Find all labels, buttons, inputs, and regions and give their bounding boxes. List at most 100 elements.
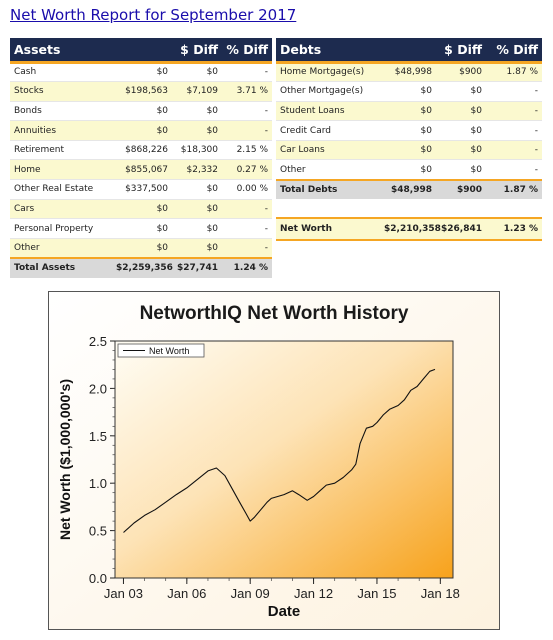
- net-worth-row: Net Worth $2,210,358 $26,841 1.23 %: [276, 217, 542, 242]
- assets-row-value: $0: [112, 199, 173, 220]
- debts-table-row: Other Mortgage(s) $0 $0-: [276, 81, 542, 102]
- debts-row-diff: $900: [436, 62, 486, 83]
- assets-row-diff: $18,300: [172, 140, 223, 161]
- assets-row-name: Home: [10, 159, 112, 181]
- y-tick-label: 2.5: [89, 334, 107, 349]
- assets-table-row: Personal Property $0 $0-: [10, 218, 273, 239]
- debts-table: Debts $ Diff % Diff Home Mortgage(s) $48,…: [276, 38, 542, 242]
- assets-row-value: $0: [112, 218, 173, 239]
- report-title[interactable]: Net Worth Report for September 2017: [10, 6, 297, 24]
- assets-row-diff: $0: [172, 179, 223, 200]
- assets-row-pct: 2.15 %: [222, 140, 273, 161]
- assets-row-diff: $0: [172, 199, 223, 220]
- debts-row-pct: 1.87 %: [486, 62, 542, 83]
- assets-row-value: $2,259,356: [112, 256, 173, 278]
- debts-table-row: Other $0 $0-: [276, 159, 542, 181]
- assets-row-name: Other: [10, 238, 112, 259]
- x-tick-label: Jan 06: [167, 586, 206, 601]
- y-tick-label: 1.5: [89, 429, 107, 444]
- y-axis-label: Net Worth ($1,000,000's): [57, 379, 73, 540]
- assets-header: Assets: [10, 38, 173, 64]
- assets-row-diff: $0: [172, 238, 223, 259]
- assets-row-diff: $2,332: [172, 159, 223, 181]
- assets-row-pct: 0.27 %: [222, 159, 273, 181]
- debts-row-name: Other: [276, 159, 380, 181]
- debts-row-value: $0: [380, 120, 436, 141]
- assets-row-pct: -: [222, 238, 273, 259]
- axes: 0.0 0.5 1.0 1.5 2.0 2.5 Jan 03 Jan 06 Jan 09 Jan …: [89, 334, 460, 601]
- assets-row-pct: -: [222, 101, 273, 122]
- assets-row-value: $337,500: [112, 179, 173, 200]
- assets-row-value: $198,563: [112, 81, 173, 102]
- chart-svg: NetworthIQ Net Worth History 0.0 0.5 1.0 1.…: [48, 291, 500, 630]
- assets-pct-header: % Diff: [222, 38, 273, 64]
- net-worth-history-chart: NetworthIQ Net Worth History 0.0 0.5 1.0 1.…: [48, 291, 500, 630]
- assets-row-value: $0: [112, 101, 173, 122]
- debts-row-name: Home Mortgage(s): [276, 62, 380, 83]
- assets-row-name: Bonds: [10, 101, 112, 122]
- y-tick-label: 0.5: [89, 524, 107, 539]
- debts-row-value: $0: [380, 159, 436, 181]
- assets-total-row: Total Assets $2,259,356 $27,741 1.24 %: [10, 256, 273, 278]
- debts-row-diff: $0: [436, 101, 486, 122]
- debts-row-pct: -: [486, 159, 542, 181]
- assets-row-value: $0: [112, 238, 173, 259]
- assets-row-pct: 3.71 %: [222, 81, 273, 102]
- series-layer: [123, 368, 436, 533]
- legend: Net Worth: [117, 343, 205, 358]
- assets-table: Assets $ Diff % Diff Cash $0 $0- Stocks $198…: [10, 38, 273, 278]
- assets-table-row: Other $0 $0-: [10, 238, 273, 259]
- net-worth-pct: 1.23 %: [486, 217, 542, 242]
- assets-row-diff: $0: [172, 218, 223, 239]
- debts-table-row: Home Mortgage(s) $48,998 $900 1.87 %: [276, 62, 542, 83]
- debts-row-pct: -: [486, 120, 542, 141]
- assets-table-row: Annuities $0 $0-: [10, 120, 273, 141]
- assets-row-name: Other Real Estate: [10, 179, 112, 200]
- assets-row-value: $868,226: [112, 140, 173, 161]
- assets-row-value: $0: [112, 120, 173, 141]
- assets-table-row: Bonds $0 $0-: [10, 101, 273, 122]
- assets-row-pct: -: [222, 218, 273, 239]
- debts-row-name: Student Loans: [276, 101, 380, 122]
- assets-row-name: Annuities: [10, 120, 112, 141]
- plot-area: [114, 340, 454, 579]
- assets-row-pct: 0.00 %: [222, 179, 273, 200]
- spacer-cell: [276, 199, 542, 219]
- assets-header-row: Assets $ Diff % Diff: [10, 38, 273, 64]
- assets-table-row: Stocks $198,563 $7,109 3.71 %: [10, 81, 273, 102]
- debts-row-diff: $0: [436, 140, 486, 161]
- debts-row-name: Total Debts: [276, 178, 380, 200]
- assets-row-name: Retirement: [10, 140, 112, 161]
- assets-row-diff: $7,109: [172, 81, 223, 102]
- assets-row-name: Cars: [10, 199, 112, 220]
- assets-row-name: Personal Property: [10, 218, 112, 239]
- debts-row-pct: -: [486, 101, 542, 122]
- y-tick-label: 0.0: [89, 571, 107, 586]
- debts-row-name: Car Loans: [276, 140, 380, 161]
- assets-table-row: Retirement $868,226 $18,300 2.15 %: [10, 140, 273, 161]
- debts-diff-header: $ Diff: [436, 38, 486, 64]
- debts-row-value: $48,998: [380, 178, 436, 200]
- assets-row-name: Total Assets: [10, 256, 112, 278]
- x-tick-label: Jan 03: [104, 586, 143, 601]
- y-tick-label: 1.0: [89, 476, 107, 491]
- legend-box: [117, 343, 205, 358]
- debts-row-name: Other Mortgage(s): [276, 81, 380, 102]
- assets-row-pct: -: [222, 199, 273, 220]
- assets-row-diff: $27,741: [172, 256, 223, 278]
- assets-diff-header: $ Diff: [172, 38, 223, 64]
- assets-table-row: Home $855,067 $2,332 0.27 %: [10, 159, 273, 181]
- debts-row-pct: -: [486, 81, 542, 102]
- x-tick-label: Jan 12: [294, 586, 333, 601]
- x-tick-label: Jan 18: [421, 586, 460, 601]
- assets-row-pct: -: [222, 62, 273, 83]
- debts-total-row: Total Debts $48,998 $900 1.87 %: [276, 178, 542, 200]
- debts-row-pct: 1.87 %: [486, 178, 542, 200]
- debts-row-value: $0: [380, 140, 436, 161]
- assets-row-diff: $0: [172, 62, 223, 83]
- debts-row-value: $0: [380, 101, 436, 122]
- assets-row-name: Stocks: [10, 81, 112, 102]
- debts-row-diff: $900: [436, 178, 486, 200]
- debts-header: Debts: [276, 38, 436, 64]
- debts-pct-header: % Diff: [486, 38, 542, 64]
